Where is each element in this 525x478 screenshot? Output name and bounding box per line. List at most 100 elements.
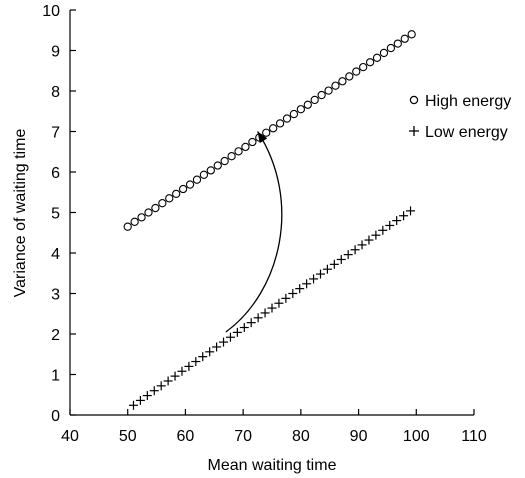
- data-point-low-energy: [219, 337, 229, 347]
- data-point-low-energy: [364, 235, 374, 245]
- data-point-high-energy: [158, 199, 167, 208]
- data-point-high-energy: [241, 142, 250, 152]
- data-point-low-energy: [163, 376, 173, 386]
- data-point-low-energy: [260, 308, 270, 318]
- data-point-low-energy: [288, 289, 298, 298]
- y-tick-label: 3: [51, 287, 60, 304]
- data-point-high-energy: [213, 161, 222, 170]
- data-point-low-energy: [274, 298, 284, 308]
- data-point-low-energy: [399, 211, 409, 221]
- data-point-high-energy: [248, 137, 257, 147]
- data-point-low-energy: [343, 250, 353, 260]
- data-point-low-energy: [212, 342, 222, 352]
- data-point-high-energy: [379, 48, 389, 58]
- x-tick-label: 60: [177, 428, 195, 445]
- data-point-low-energy: [246, 318, 256, 328]
- data-point-high-energy: [407, 30, 416, 39]
- data-point-high-energy: [359, 62, 368, 72]
- data-point-high-energy: [282, 114, 292, 123]
- data-point-high-energy: [123, 222, 132, 231]
- y-tick-label: 2: [51, 327, 60, 344]
- data-point-high-energy: [227, 152, 236, 161]
- x-axis-title: Mean waiting time: [208, 457, 337, 474]
- data-point-low-energy: [329, 259, 339, 269]
- data-point-low-energy: [295, 284, 305, 294]
- y-tick-label: 9: [51, 44, 60, 61]
- data-point-low-energy: [315, 269, 325, 279]
- data-point-low-energy: [336, 254, 346, 264]
- data-point-high-energy: [262, 128, 271, 137]
- annotation-arrow-curve: [225, 131, 283, 333]
- data-point-low-energy: [267, 303, 277, 313]
- x-tick-label: 50: [119, 428, 137, 445]
- data-point-high-energy: [324, 86, 333, 95]
- data-point-low-energy: [281, 293, 291, 303]
- y-tick-label: 7: [51, 125, 60, 142]
- series-low-energy: [128, 206, 416, 410]
- y-axis-ticks: 0 1 2 3 4 5 6 7 8 9 10: [42, 3, 76, 425]
- data-point-high-energy: [269, 124, 278, 133]
- y-tick-label: 1: [51, 368, 60, 385]
- data-point-low-energy: [239, 323, 249, 333]
- x-tick-label: 110: [461, 428, 487, 445]
- data-point-low-energy: [392, 216, 402, 226]
- data-point-high-energy: [372, 53, 382, 62]
- data-point-low-energy: [170, 371, 180, 381]
- data-point-low-energy: [135, 395, 145, 405]
- data-point-high-energy: [206, 166, 215, 175]
- axes: [69, 10, 474, 416]
- data-point-high-energy: [386, 43, 396, 53]
- data-point-high-energy: [296, 105, 306, 114]
- x-tick-label: 90: [350, 428, 368, 445]
- y-tick-label: 4: [51, 246, 60, 263]
- x-axis-ticks: 40 50 60 70 80 90 100 110: [61, 409, 487, 445]
- data-point-high-energy: [192, 175, 202, 184]
- data-point-low-energy: [198, 352, 208, 362]
- data-point-low-energy: [177, 366, 187, 376]
- data-point-high-energy: [178, 184, 188, 194]
- data-point-high-energy: [199, 170, 209, 179]
- data-point-high-energy: [144, 208, 153, 217]
- data-point-low-energy: [225, 332, 235, 342]
- data-point-high-energy: [303, 100, 312, 109]
- data-point-low-energy: [302, 279, 312, 289]
- data-point-high-energy: [393, 39, 402, 48]
- y-tick-label: 5: [51, 206, 60, 223]
- data-point-low-energy: [149, 386, 159, 396]
- data-point-low-energy: [309, 274, 319, 284]
- y-tick-label: 6: [51, 165, 60, 182]
- legend-marker-low-energy: [409, 126, 419, 136]
- y-tick-label: 0: [51, 408, 60, 425]
- data-point-high-energy: [331, 81, 340, 90]
- data-point-low-energy: [156, 381, 166, 391]
- data-point-low-energy: [371, 230, 381, 240]
- data-point-low-energy: [350, 245, 360, 255]
- x-tick-label: 80: [292, 428, 310, 445]
- data-point-low-energy: [378, 225, 388, 235]
- data-point-high-energy: [289, 109, 299, 119]
- data-point-low-energy: [205, 347, 215, 357]
- legend: High energy Low energy: [409, 93, 511, 141]
- y-tick-label: 10: [42, 3, 60, 20]
- data-point-low-energy: [232, 327, 242, 337]
- data-point-high-energy: [310, 95, 319, 105]
- data-point-low-energy: [191, 357, 201, 367]
- series-high-energy: [123, 30, 416, 231]
- data-point-low-energy: [385, 220, 395, 230]
- data-point-low-energy: [357, 240, 367, 250]
- data-point-high-energy: [165, 194, 174, 203]
- data-point-high-energy: [185, 180, 195, 189]
- annotation-arrow-head: [257, 131, 268, 144]
- data-point-high-energy: [345, 72, 354, 81]
- data-point-high-energy: [317, 90, 326, 100]
- x-tick-label: 100: [403, 428, 430, 445]
- data-point-high-energy: [338, 77, 347, 86]
- x-tick-label: 70: [234, 428, 252, 445]
- data-point-high-energy: [130, 217, 139, 226]
- data-point-low-energy: [322, 264, 332, 274]
- data-point-high-energy: [137, 213, 146, 222]
- data-point-low-energy: [184, 361, 194, 371]
- annotation-arrow-group: [225, 131, 283, 333]
- legend-label-high-energy: High energy: [425, 93, 511, 110]
